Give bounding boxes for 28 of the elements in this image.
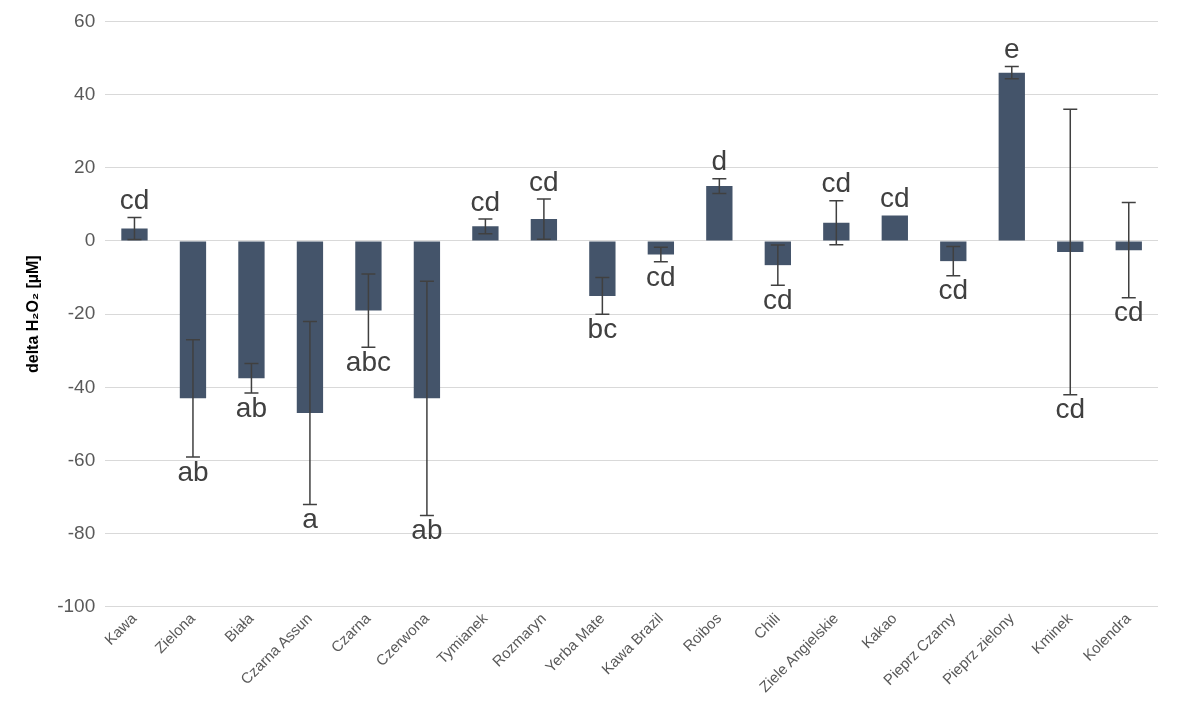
annotation: cd [119,184,150,216]
annotation: cd [880,182,910,214]
y-tick-label: -100 [57,595,96,617]
y-tick-label: 60 [74,9,96,31]
annotation: cd [1055,393,1086,425]
annotation: abc [345,345,391,377]
annotation: d [711,145,728,177]
y-tick-label: -60 [67,448,96,470]
annotation: ab [177,455,209,487]
y-tick-label: -80 [67,522,96,544]
annotation: e [1003,33,1020,65]
y-tick-label: -20 [67,302,96,324]
annotation: cd [821,167,852,199]
annotation: ab [411,514,443,546]
annotation: a [302,503,319,535]
annotation: cd [763,284,793,315]
annotation: cd [1113,296,1144,328]
y-tick-label: 40 [74,82,96,104]
y-tick-label: -40 [67,375,96,397]
annotation: ab [235,391,268,423]
y-tick-label: 20 [74,156,96,178]
annotation: cd [470,185,501,217]
annotation: cd [646,260,676,292]
annotation: cd [529,165,559,197]
y-tick-label: 0 [84,229,96,251]
annotation: bc [587,312,618,344]
y-axis-title: delta H₂O₂ [µM] [24,255,42,374]
annotation: cd [938,274,969,306]
